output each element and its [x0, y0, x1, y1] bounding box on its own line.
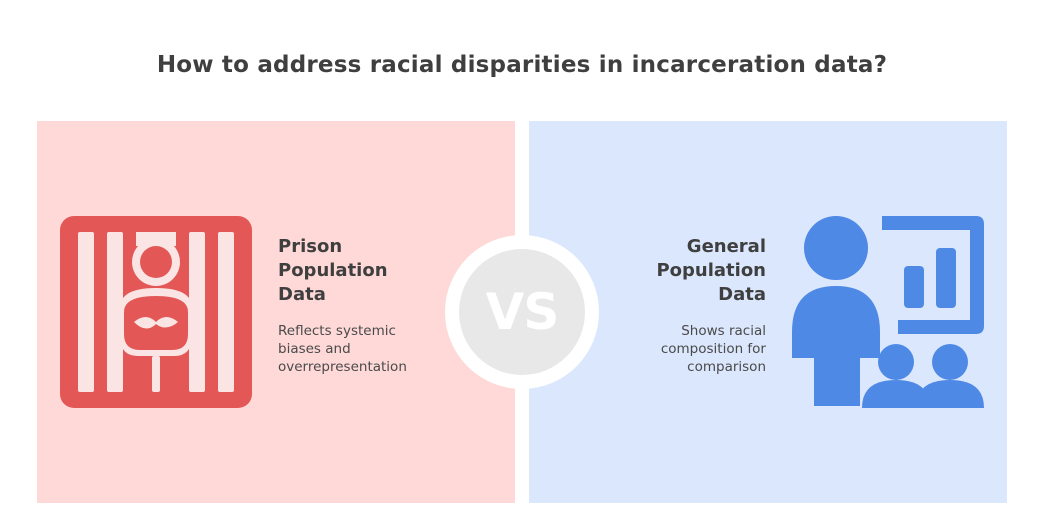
presenter-chart-audience-icon — [792, 216, 984, 408]
versus-label: VS — [485, 283, 560, 341]
general-data-description: Shows racial composition for comparison — [660, 323, 766, 375]
prison-data-description: Reflects systemic biases and overreprese… — [278, 323, 407, 375]
versus-badge-inner: VS — [459, 249, 585, 375]
prison-data-heading: Prison Population Data — [278, 236, 388, 305]
prison-bars-icon — [60, 216, 252, 408]
general-data-heading: General Population Data — [656, 236, 766, 305]
general-data-panel — [529, 121, 1007, 503]
versus-badge: VS — [445, 235, 599, 389]
page-title: How to address racial disparities in inc… — [156, 52, 888, 78]
